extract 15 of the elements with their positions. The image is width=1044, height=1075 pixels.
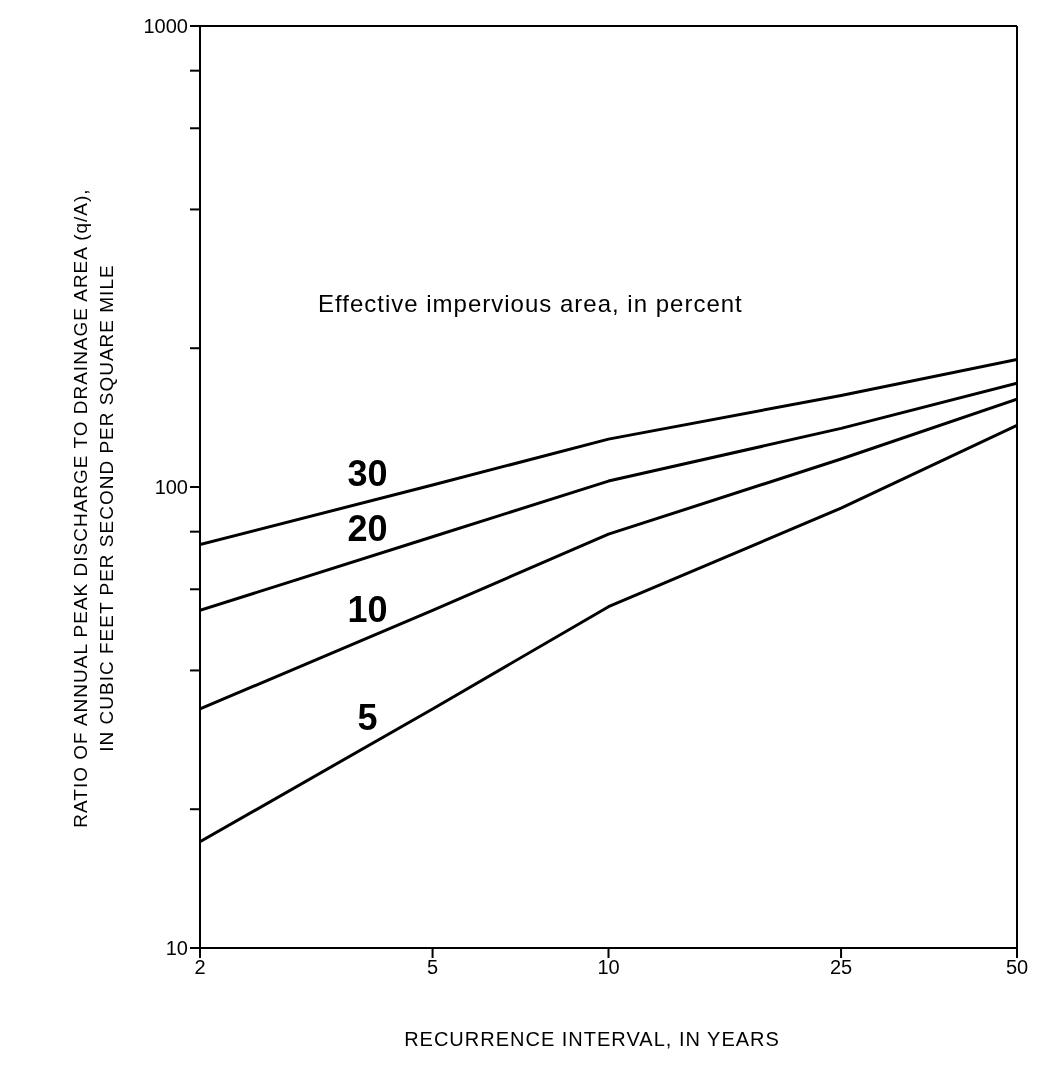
series-label: 5: [357, 697, 378, 739]
series-label: 10: [347, 588, 388, 630]
y-tick-label: 10: [165, 937, 188, 960]
series-label: 30: [347, 452, 388, 494]
series-label: 20: [347, 508, 388, 550]
y-axis-title: RATIO OF ANNUAL PEAK DISCHARGE TO DRAINAGE AREA (q/A), IN CUBIC FEET PER SECOND PER SQUARE MILE: [69, 187, 118, 830]
x-axis-title: RECURRENCE INTERVAL, IN YEARS: [403, 1028, 781, 1051]
y-tick-label: 1000: [143, 15, 188, 38]
x-tick-label: 50: [1005, 956, 1029, 979]
x-tick-label: 2: [194, 956, 206, 979]
x-tick-label: 25: [829, 956, 853, 979]
x-tick-label: 5: [427, 956, 439, 979]
x-tick-label: 10: [597, 956, 620, 979]
annotation: Effective impervious area, in percent: [318, 290, 743, 318]
y-tick-label: 100: [154, 476, 188, 499]
